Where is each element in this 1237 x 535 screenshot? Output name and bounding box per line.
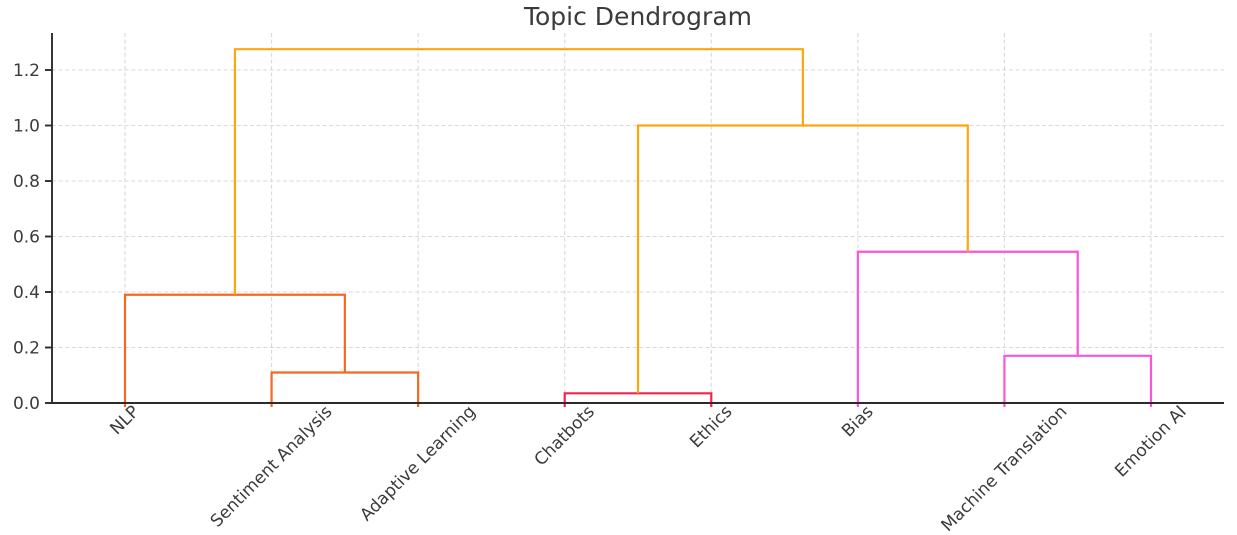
x-axis-leaf-label: Emotion AI xyxy=(1111,402,1190,481)
x-axis-leaf-label: Adaptive Learning xyxy=(356,402,479,525)
dendrogram-link xyxy=(563,392,713,407)
y-tick-label: 1.0 xyxy=(13,117,40,137)
y-tick-label: 0.2 xyxy=(13,339,40,359)
y-tick-label: 0.6 xyxy=(13,228,40,248)
y-tick-label: 0.8 xyxy=(13,172,40,192)
x-axis-leaf-label: NLP xyxy=(106,402,143,439)
x-axis-leaf-label: Ethics xyxy=(686,402,736,452)
y-tick-label: 0.0 xyxy=(13,394,40,414)
dendrogram-link xyxy=(123,293,346,407)
dendrogram-link xyxy=(856,250,1079,407)
dendrogram-link xyxy=(636,124,969,394)
x-axis-leaf-label: Chatbots xyxy=(531,402,599,470)
dendrogram-link xyxy=(1003,354,1153,407)
x-axis-leaf-label: Sentiment Analysis xyxy=(207,402,337,532)
y-tick-label: 0.4 xyxy=(13,283,40,303)
x-axis-leaf-label: Bias xyxy=(838,402,877,441)
dendrogram-link xyxy=(270,371,420,407)
chart-title: Topic Dendrogram xyxy=(523,2,752,31)
y-tick-label: 1.2 xyxy=(13,61,40,81)
dendrogram-link xyxy=(233,48,804,295)
x-axis-leaf-label: Machine Translation xyxy=(938,402,1072,535)
